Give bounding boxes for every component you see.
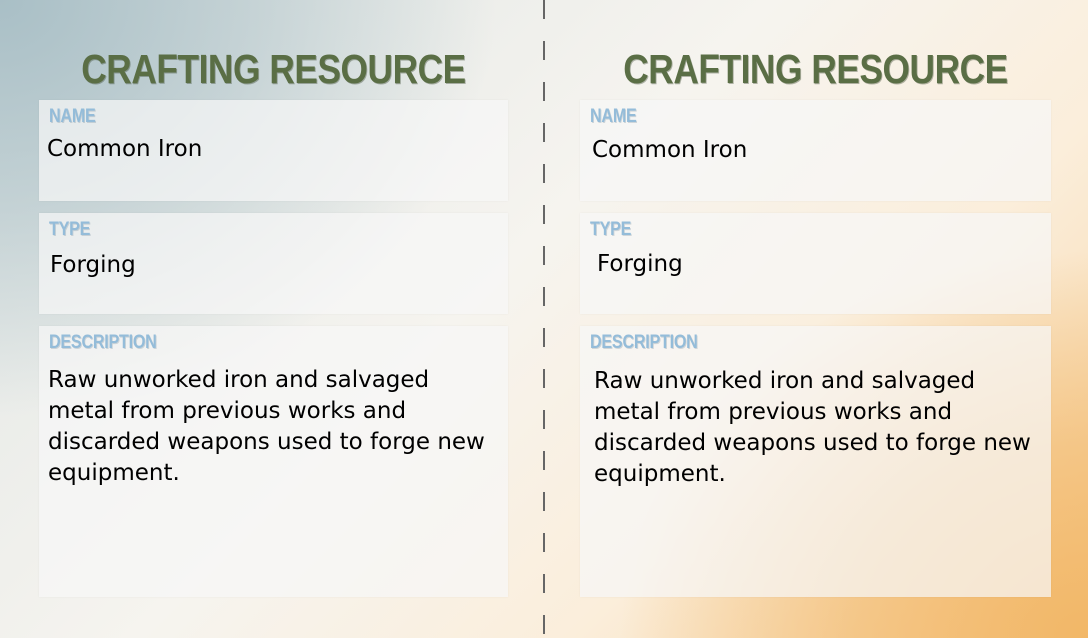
resource-card-left: CRAFTING RESOURCE NAME Common Iron TYPE … [39, 0, 508, 638]
description-field-box [39, 326, 508, 597]
name-field-box [580, 100, 1051, 201]
type-field-box [39, 213, 508, 314]
description-value: Raw unworked iron and salvaged metal fro… [48, 367, 485, 486]
type-label: TYPE [49, 219, 91, 240]
description-label: DESCRIPTION [590, 332, 698, 353]
type-label: TYPE [590, 219, 632, 240]
name-value: Common Iron [592, 137, 748, 163]
name-value: Common Iron [47, 136, 203, 162]
type-field-box [580, 213, 1051, 314]
description-field-box [580, 326, 1051, 597]
card-title: CRAFTING RESOURCE [81, 46, 466, 92]
name-label: NAME [590, 106, 637, 127]
description-value: Raw unworked iron and salvaged metal fro… [594, 368, 1031, 487]
type-value: Forging [597, 251, 683, 277]
name-field-box [39, 100, 508, 201]
resource-card-right: CRAFTING RESOURCE NAME Common Iron TYPE … [580, 0, 1051, 638]
card-title: CRAFTING RESOURCE [623, 46, 1008, 92]
name-label: NAME [49, 106, 96, 127]
description-label: DESCRIPTION [49, 332, 157, 353]
type-value: Forging [50, 252, 136, 278]
cut-line-divider [543, 0, 545, 638]
